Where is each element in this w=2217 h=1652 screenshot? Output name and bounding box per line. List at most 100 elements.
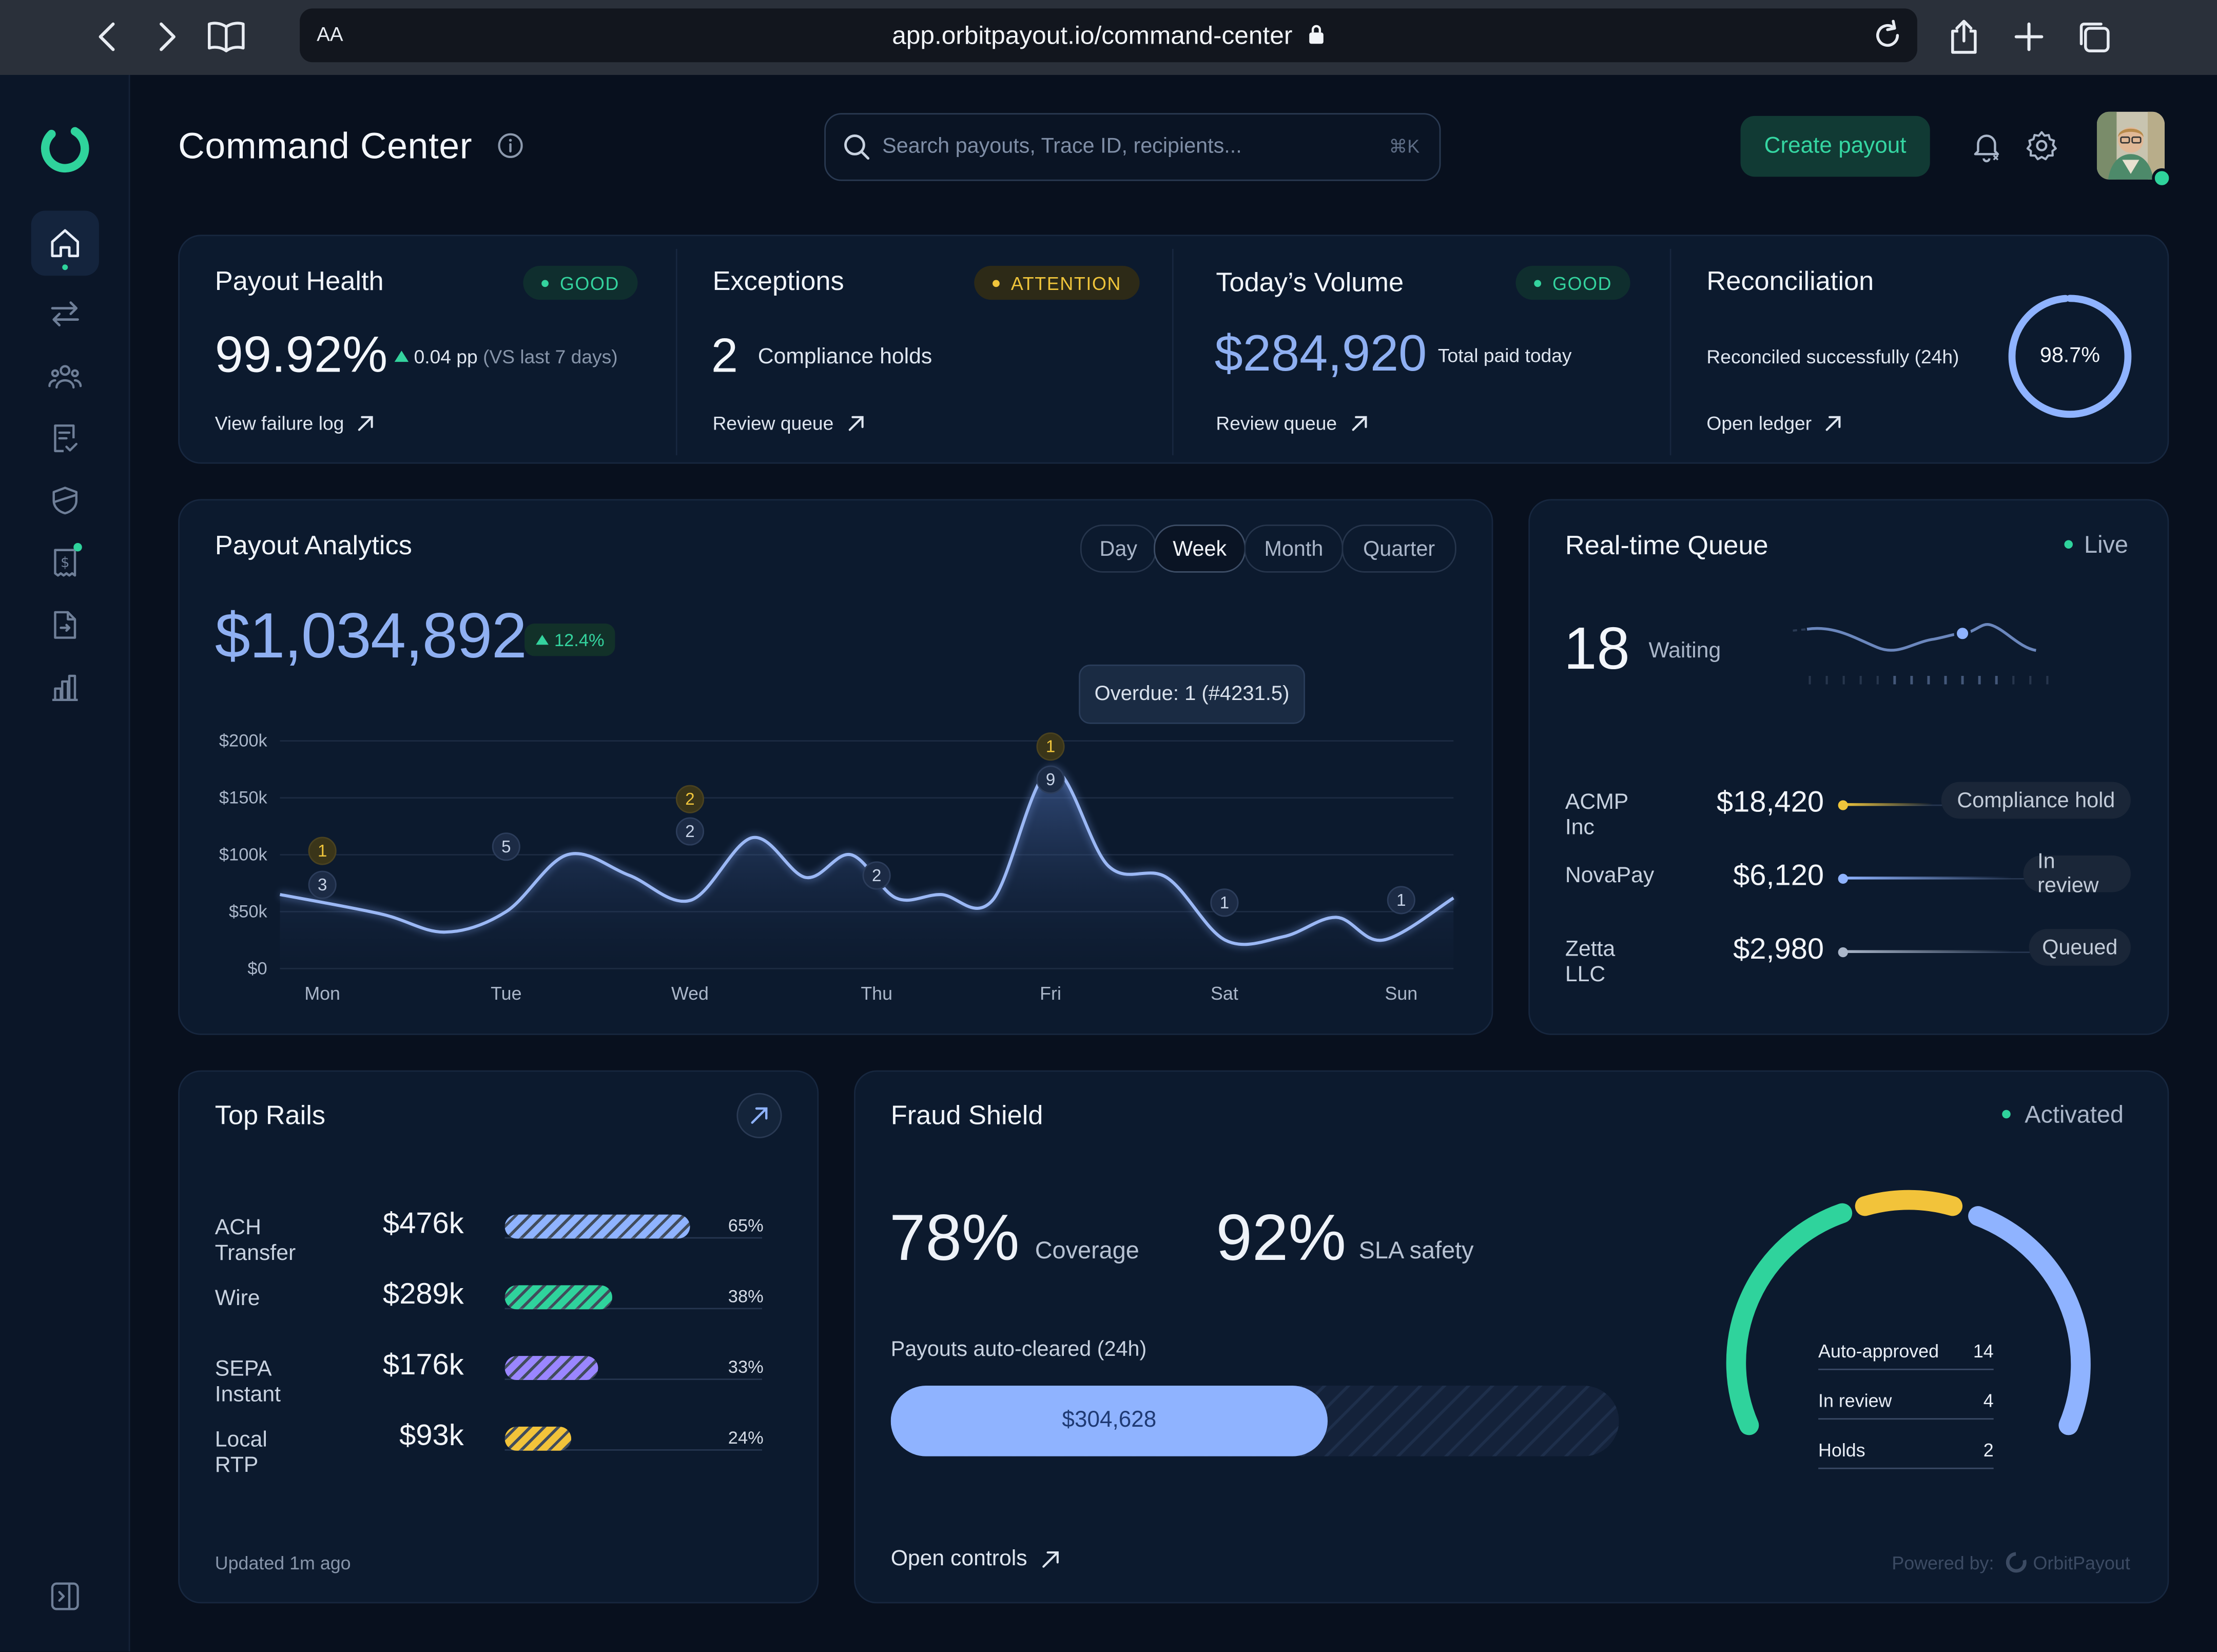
queue-row-amount: $2,980 <box>1733 933 1824 966</box>
payout-health-delta: 0.04 pp (VS last 7 days) <box>394 346 618 368</box>
review-queue-link[interactable]: Review queue <box>1216 413 1367 434</box>
search-input[interactable]: Search payouts, Trace ID, recipients... … <box>824 113 1441 181</box>
sidebar-item-fraud[interactable] <box>31 468 99 533</box>
view-failure-log-link[interactable]: View failure log <box>215 413 374 434</box>
open-controls-link[interactable]: Open controls <box>891 1547 1058 1572</box>
event-marker[interactable] <box>1036 765 1065 794</box>
text-size-button[interactable]: AA <box>317 23 343 46</box>
create-payout-button[interactable]: Create payout <box>1740 115 1930 177</box>
search-placeholder: Search payouts, Trace ID, recipients... <box>882 134 1242 159</box>
event-marker[interactable] <box>1387 886 1415 915</box>
x-tick-label: Mon <box>304 983 340 1004</box>
top-rails-card <box>178 1070 819 1604</box>
page-title-text: Command Center <box>178 124 473 167</box>
reconciliation-title: Reconciliation <box>1706 267 1874 297</box>
gear-icon[interactable] <box>2025 129 2058 170</box>
queue-row-bar <box>1842 950 2012 953</box>
range-day-tab[interactable]: Day <box>1080 524 1157 573</box>
y-tick-label: $150k <box>219 788 268 808</box>
search-icon <box>844 134 870 160</box>
book-icon[interactable] <box>204 14 249 60</box>
open-ledger-link[interactable]: Open ledger <box>1706 413 1841 434</box>
users-icon <box>48 365 82 389</box>
event-marker[interactable] <box>308 837 337 865</box>
sla-label: SLA safety <box>1358 1237 1474 1265</box>
payout-analytics-chart: $0 $50k $100k $150k $200k Mon Tue Wed Thu Fri Sat S… <box>219 731 1455 1004</box>
reload-icon[interactable] <box>1872 18 1903 60</box>
event-marker[interactable] <box>1036 732 1065 761</box>
event-marker-label: 1 <box>1396 891 1406 910</box>
address-bar[interactable]: AA app.orbitpayout.io/command-center <box>300 8 1917 63</box>
receipt-icon: $ <box>54 549 76 577</box>
arrow-up-right-icon <box>848 416 863 431</box>
range-week-tab[interactable]: Week <box>1154 524 1246 573</box>
event-marker-label: 1 <box>1220 893 1229 912</box>
bell-icon[interactable] <box>1970 129 2004 170</box>
review-queue-link[interactable]: Review queue <box>713 413 864 434</box>
reconciliation-ring <box>2008 295 2132 418</box>
avatar[interactable] <box>2096 111 2165 180</box>
svg-text:$: $ <box>61 554 70 571</box>
rail-bar <box>504 1214 690 1239</box>
event-marker[interactable] <box>675 817 705 846</box>
analytics-total: $1,034,892 <box>215 599 527 672</box>
event-marker[interactable] <box>492 832 520 861</box>
rail-name: Wire <box>215 1287 260 1311</box>
series-line <box>279 767 1454 946</box>
link-text: Open controls <box>890 1547 1027 1571</box>
payout-health-value: 99.92% <box>215 325 388 383</box>
rails-updated-text: Updated 1m ago <box>215 1552 351 1574</box>
sidebar-item-home[interactable] <box>31 210 99 276</box>
attention-badge: ATTENTION <box>974 265 1140 300</box>
status-badge: GOOD <box>1515 265 1630 300</box>
legend-value: 14 <box>1973 1340 1994 1362</box>
x-tick-label: Sat <box>1211 983 1238 1004</box>
search-shortcut: ⌘K <box>1389 135 1420 157</box>
queue-status-pill: Compliance hold <box>1941 782 2131 819</box>
gauge-legend-row: Auto-approved 14 <box>1818 1340 1994 1370</box>
new-tab-icon[interactable] <box>2006 14 2051 60</box>
gauge-legend-row: Holds 2 <box>1818 1440 1994 1469</box>
rail-name: Local RTP <box>215 1428 267 1478</box>
chart-tooltip: Overdue: 1 (#4231.5) <box>1079 664 1305 724</box>
rail-bar <box>504 1285 612 1310</box>
delta-value: 0.04 pp <box>414 346 478 368</box>
powered-by-label: Powered by: <box>1892 1552 1994 1574</box>
tabs-icon[interactable] <box>2071 14 2116 60</box>
arrow-up-right-icon <box>1826 416 1841 431</box>
sidebar-item-approvals[interactable] <box>31 406 99 471</box>
sidebar-item-transfers[interactable] <box>31 281 99 346</box>
forward-icon[interactable] <box>144 14 189 60</box>
back-icon[interactable] <box>85 14 130 60</box>
exceptions-label: Compliance holds <box>757 345 932 370</box>
expand-rails-button[interactable] <box>736 1093 782 1138</box>
rail-amount: $93k <box>399 1420 464 1452</box>
queue-sparkline <box>1793 623 2049 685</box>
sidebar-item-exports[interactable] <box>31 592 99 657</box>
waiting-count: 18 <box>1564 615 1630 682</box>
rail-percent: 38% <box>728 1287 764 1307</box>
exceptions-count: 2 <box>711 329 738 383</box>
event-marker[interactable] <box>1210 888 1239 917</box>
sidebar-item-invoices[interactable]: $ <box>31 530 99 595</box>
event-marker[interactable] <box>308 870 337 899</box>
event-marker[interactable] <box>862 861 891 890</box>
queue-row-bar <box>1842 877 2012 880</box>
event-marker[interactable] <box>675 785 705 813</box>
coverage-value: 78% <box>889 1200 1020 1274</box>
event-marker-label: 2 <box>685 822 694 841</box>
reconciliation-value: 98.7% <box>2039 343 2101 368</box>
reconciliation-label: Reconciled successfully (24h) <box>1706 346 1959 368</box>
sidebar: $ <box>0 75 130 1651</box>
sidebar-item-recipients[interactable] <box>31 343 99 409</box>
sidebar-item-reports[interactable] <box>31 655 99 720</box>
rail-name: ACH Transfer <box>215 1216 296 1266</box>
range-month-tab[interactable]: Month <box>1244 524 1344 573</box>
range-quarter-tab[interactable]: Quarter <box>1341 524 1456 573</box>
info-icon[interactable] <box>497 131 525 160</box>
collapse-sidebar-icon[interactable] <box>48 1579 82 1620</box>
arrow-up-right-icon <box>751 1107 768 1124</box>
live-dot <box>2064 540 2073 549</box>
share-icon[interactable] <box>1941 14 1987 60</box>
gauge-auto-approved <box>1726 1203 1853 1435</box>
